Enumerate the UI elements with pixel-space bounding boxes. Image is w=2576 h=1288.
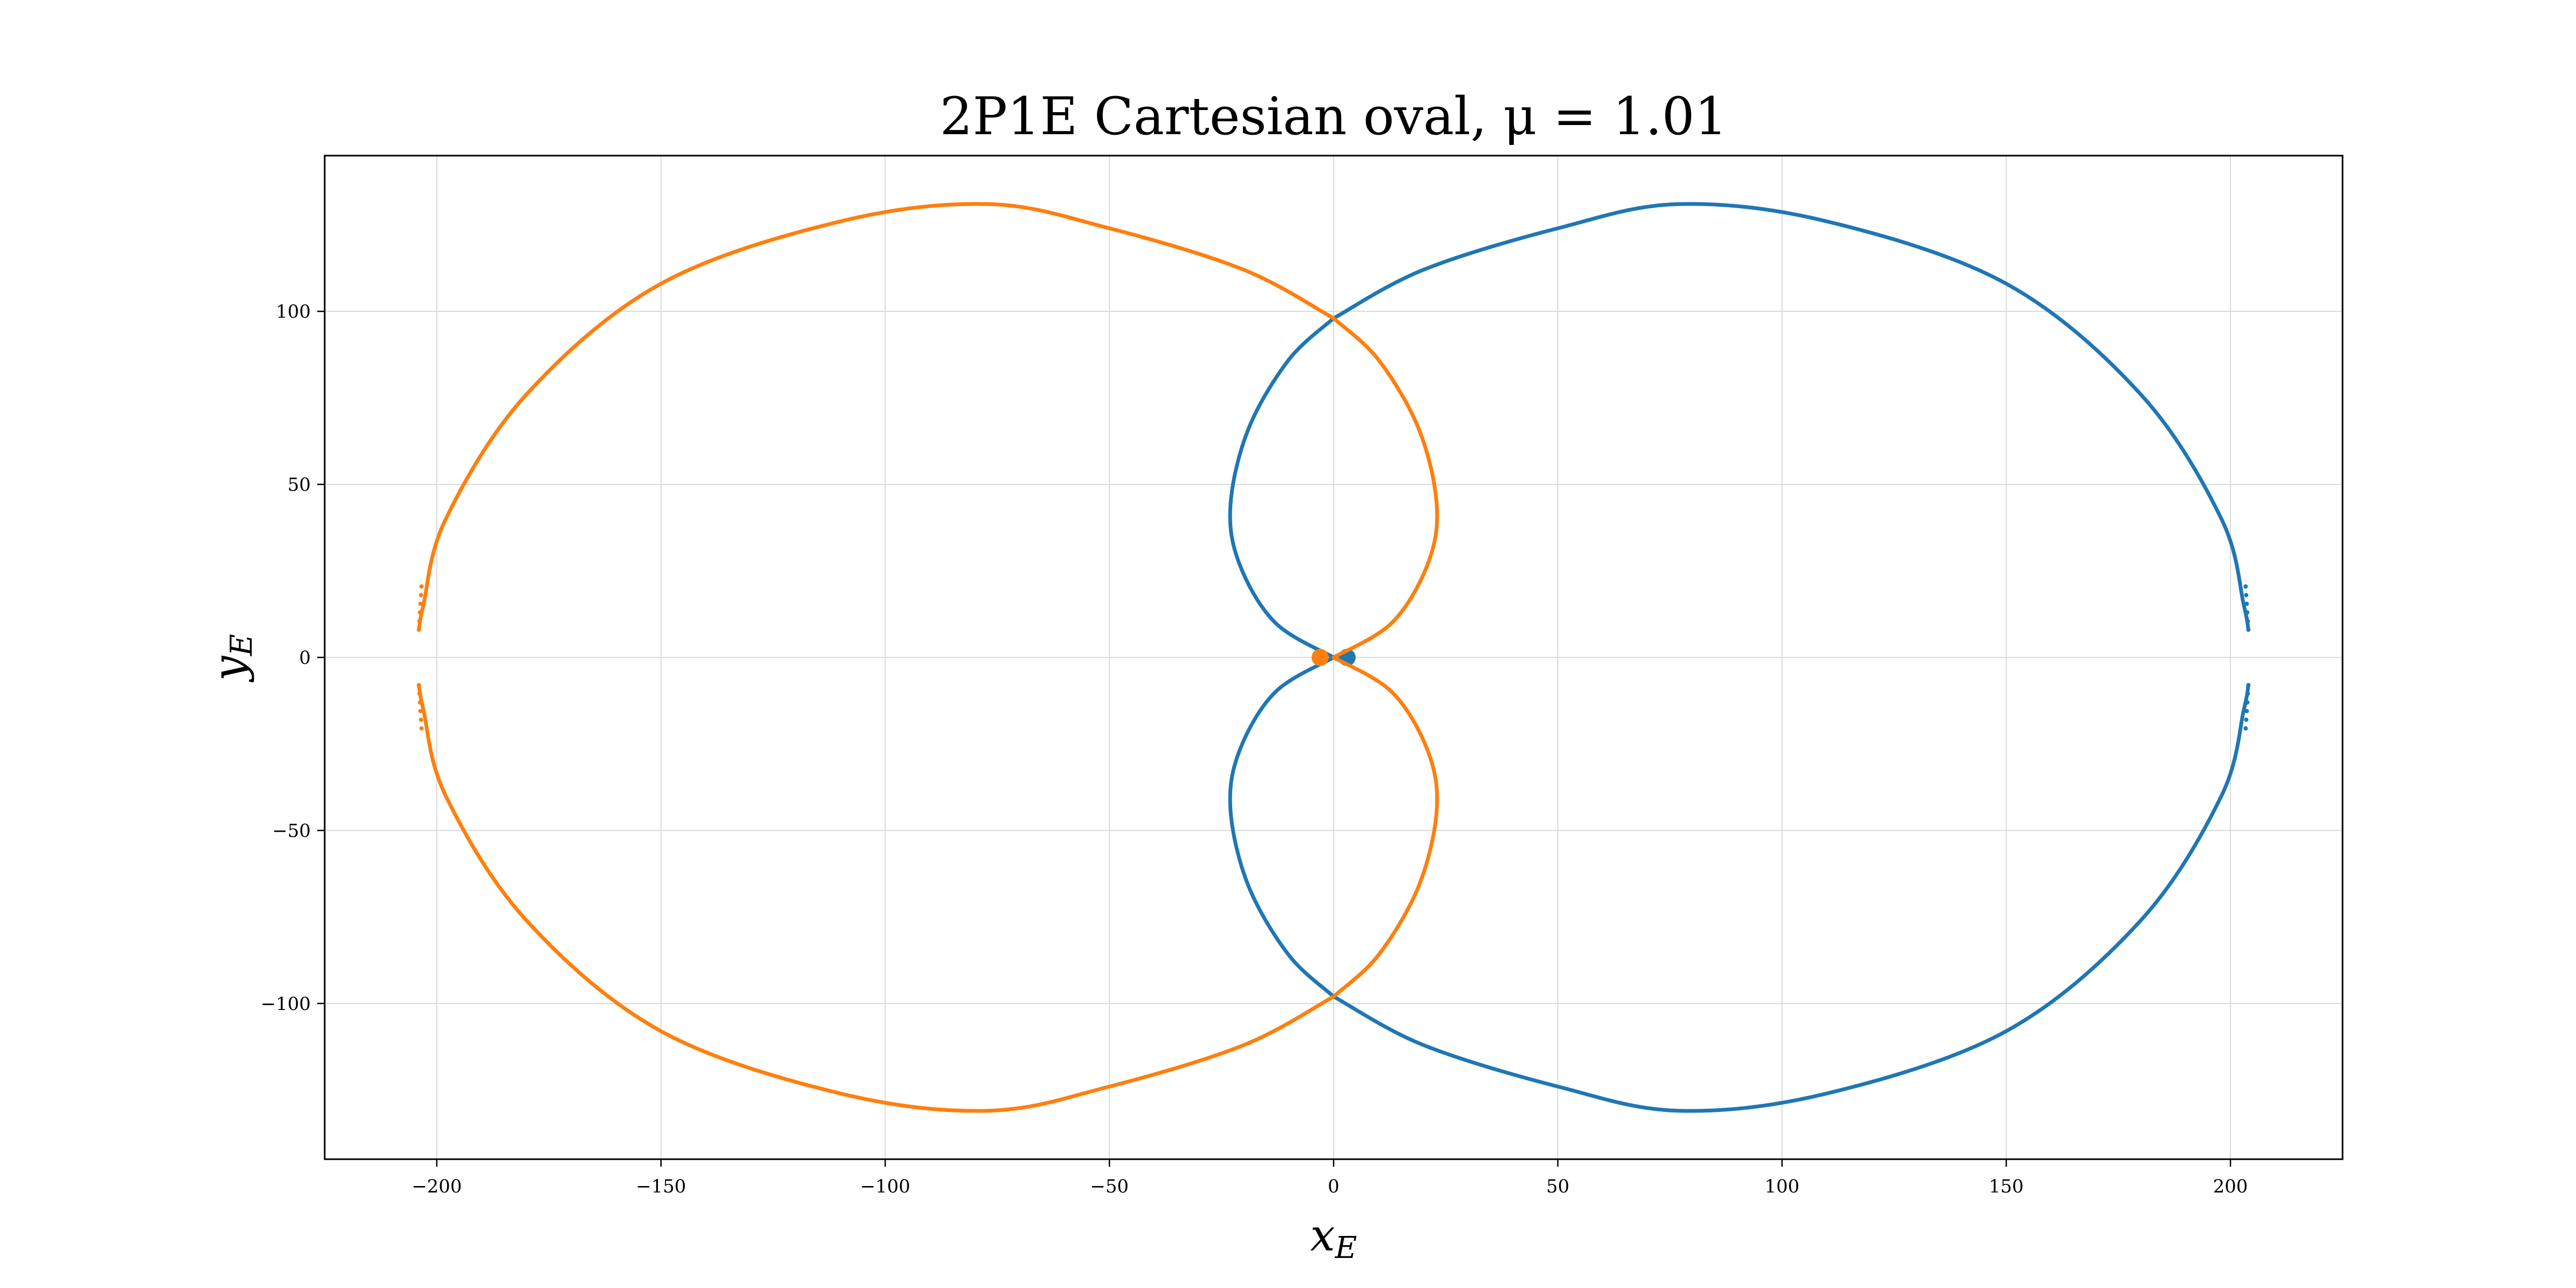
x-tick-label: −150 — [636, 1176, 686, 1197]
series-1-focus-marker — [1311, 649, 1329, 666]
series-0-outer-upper — [1331, 202, 2250, 632]
series-0-inner-upper — [1228, 316, 1336, 660]
series-0-inner-lower — [1228, 655, 1336, 999]
series-1-edge-point — [417, 619, 422, 624]
y-axis-label: yE — [204, 634, 259, 683]
series-0-edge-point — [2245, 610, 2250, 615]
x-tick-label: 200 — [2213, 1176, 2248, 1197]
series-0-edge-point — [2246, 627, 2251, 632]
series-0-edge-point — [2243, 584, 2248, 589]
series-0-edge-point — [2244, 592, 2249, 597]
series-1-edge-point — [418, 610, 422, 615]
series-1-edge-point — [418, 602, 423, 606]
series-0-edge-point — [2244, 718, 2249, 722]
x-tick-label: 150 — [1989, 1176, 2024, 1197]
series-1-outer-lower — [417, 683, 1336, 1113]
grid — [325, 156, 2343, 1159]
x-tick-label: 50 — [1546, 1176, 1569, 1197]
series-0-edge-point — [2245, 700, 2250, 705]
series-1-inner-lower — [1331, 655, 1439, 999]
x-tick-label: −100 — [860, 1176, 910, 1197]
y-tick-label: 100 — [276, 301, 311, 323]
x-axis-label: xE — [1310, 1210, 1357, 1265]
series-1-inner-upper — [1331, 316, 1439, 660]
y-tick-label: 0 — [299, 647, 311, 669]
series-0-edge-point — [2243, 726, 2248, 731]
series-1-edge-point — [419, 592, 423, 597]
x-tick-label: −50 — [1090, 1176, 1129, 1197]
y-tick-label: 50 — [288, 474, 311, 496]
series-1-edge-point — [417, 691, 422, 696]
series-0-edge-point — [2245, 619, 2250, 624]
y-tick-label: −50 — [272, 820, 311, 841]
y-tick-label: −100 — [261, 993, 311, 1015]
series-1-outer-upper — [417, 202, 1336, 632]
x-tick-label: −200 — [412, 1176, 462, 1197]
series-1-edge-point — [418, 708, 423, 713]
ticks: −200 −150 −100 −50 0 50 100 150 200 −100 −50 0 50 100 — [261, 301, 2248, 1197]
series-1-edge-point — [416, 683, 421, 687]
series-0-edge-point — [2244, 708, 2249, 713]
chart-title: 2P1E Cartesian oval, μ = 1.01 — [940, 86, 1727, 147]
series-1-edge-point — [416, 627, 421, 632]
series-1-edge-point — [418, 700, 422, 705]
series-0-edge-point — [2245, 691, 2250, 696]
series-1-edge-point — [419, 726, 424, 731]
series-0-edge-point — [2244, 602, 2249, 606]
series-1-edge-point — [419, 718, 423, 722]
x-tick-label: 100 — [1765, 1176, 1799, 1197]
x-tick-label: 0 — [1328, 1176, 1340, 1197]
plot-area — [416, 202, 2251, 1113]
series-1-edge-point — [419, 584, 424, 589]
series-0-outer-lower — [1331, 683, 2250, 1113]
series-0-edge-point — [2246, 683, 2251, 687]
